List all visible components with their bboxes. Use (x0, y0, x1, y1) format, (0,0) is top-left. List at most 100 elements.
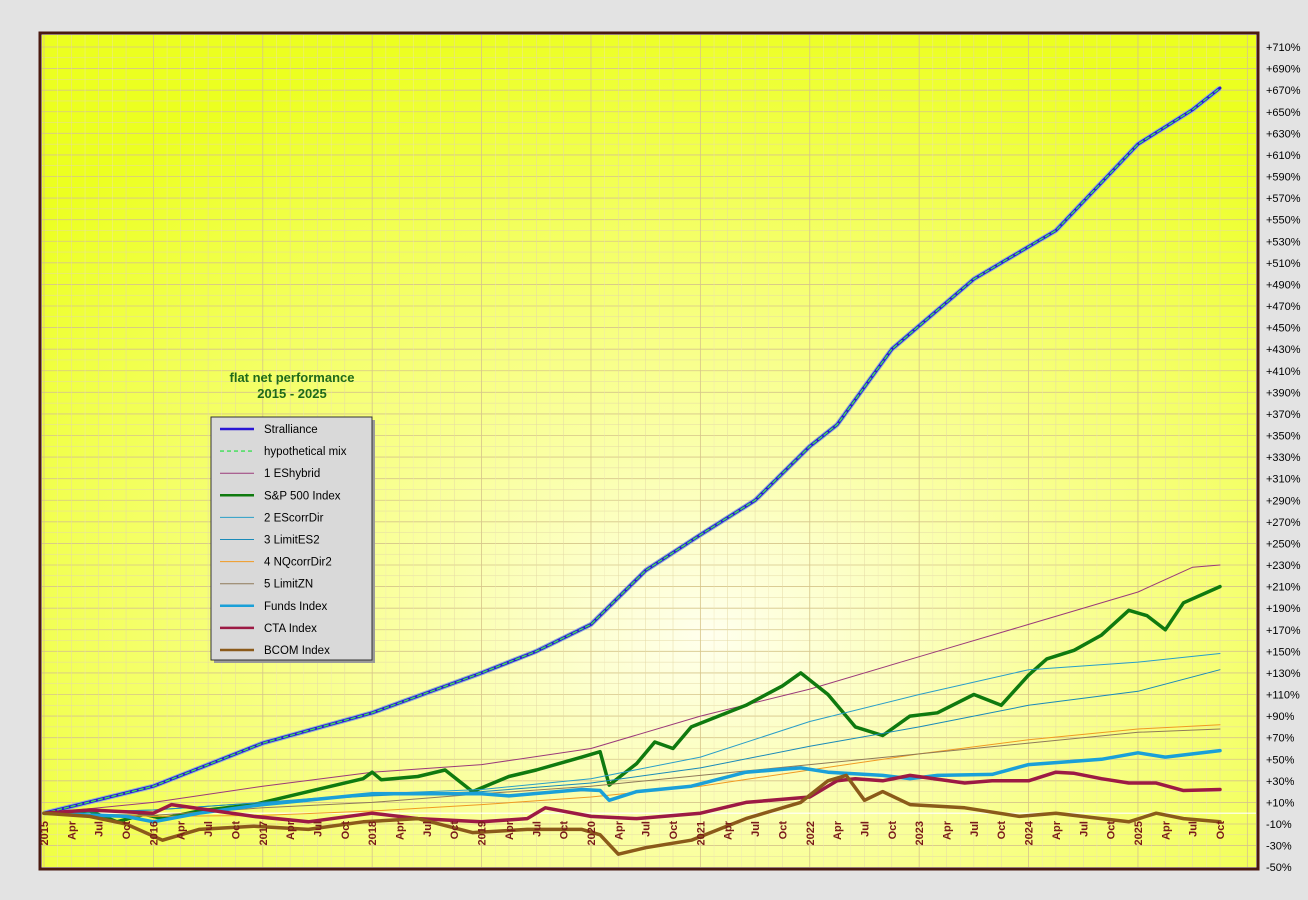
x-tick-label: Oct (449, 821, 461, 840)
y-tick-label: +250% (1266, 538, 1301, 550)
y-tick-label: +110% (1266, 690, 1300, 702)
legend-label: 1 EShybrid (264, 468, 320, 480)
x-tick-label: 2016 (148, 821, 160, 845)
y-tick-label: +650% (1266, 107, 1301, 119)
x-tick-label: Apr (942, 820, 954, 840)
x-tick-label: Jul (531, 821, 543, 837)
x-tick-label: 2022 (805, 821, 817, 845)
legend-label: 5 LimitZN (264, 579, 313, 591)
y-tick-label: +590% (1266, 172, 1301, 184)
series-line-s-p-500-index (42, 584, 1222, 824)
x-tick-label: Apr (832, 820, 844, 840)
y-tick-label: +490% (1266, 279, 1301, 291)
x-tick-label: 2021 (695, 821, 707, 845)
legend-label: 2 EScorrDir (264, 512, 324, 524)
x-tick-label: Jul (860, 821, 872, 837)
x-tick-label: Oct (996, 821, 1008, 840)
x-tick-label: Jul (750, 821, 762, 837)
x-tick-label: 2023 (914, 821, 926, 845)
x-tick-label: Apr (176, 820, 188, 840)
x-tick-label: Jul (1188, 821, 1200, 837)
x-tick-label: Oct (777, 821, 789, 840)
series-line-bcom-index (42, 773, 1222, 856)
legend-box (210, 416, 373, 661)
y-tick-label: +150% (1266, 646, 1301, 658)
y-tick-label: +530% (1266, 236, 1301, 248)
y-tick-label: +630% (1266, 128, 1301, 140)
y-tick-label: +690% (1266, 64, 1301, 76)
y-tick-label: +10% (1266, 797, 1295, 809)
x-tick-label: Apr (395, 820, 407, 840)
legend-label: 3 LimitES2 (264, 535, 320, 547)
x-tick-label: Oct (1106, 821, 1118, 840)
x-tick-label: 2025 (1133, 821, 1145, 845)
legend-label: hypothetical mix (264, 446, 347, 458)
x-tick-label: Oct (668, 821, 680, 840)
x-tick-label: Oct (559, 821, 571, 840)
series-line-cta-index (42, 770, 1222, 824)
x-tick-label: Apr (504, 820, 516, 840)
y-tick-label: +610% (1266, 150, 1301, 162)
y-tick-label: +370% (1266, 409, 1301, 421)
x-tick-label: Oct (887, 821, 899, 840)
x-tick-label: Apr (285, 820, 297, 840)
x-tick-label: Jul (1078, 821, 1090, 837)
x-tick-label: 2015 (39, 821, 51, 845)
x-tick-label: 2019 (477, 821, 489, 845)
y-tick-label: +450% (1266, 323, 1301, 335)
x-tick-label: Jul (203, 821, 215, 837)
x-tick-label: 2018 (367, 821, 379, 845)
legend: Stralliance hypothetical mix 1 EShybrid S&P… (210, 416, 375, 663)
y-tick-label: +330% (1266, 452, 1301, 464)
series-line-3-limites2 (43, 669, 1221, 814)
y-tick-label: +350% (1266, 431, 1301, 443)
y-tick-label: +570% (1266, 193, 1301, 205)
y-tick-label: -30% (1266, 841, 1292, 853)
y-tick-label: +170% (1266, 625, 1301, 637)
y-tick-label: +390% (1266, 387, 1301, 399)
y-tick-label: +130% (1266, 668, 1301, 680)
x-tick-label: Oct (230, 821, 242, 840)
x-tick-label: Oct (1215, 821, 1227, 840)
legend-label: Funds Index (264, 601, 328, 613)
chart-subtitle: 2015 - 2025 (257, 386, 326, 401)
y-tick-label: +70% (1266, 733, 1295, 745)
y-tick-label: +230% (1266, 560, 1301, 572)
x-tick-label: Apr (1051, 820, 1063, 840)
series-line-funds-index (42, 748, 1222, 824)
x-tick-label: Oct (340, 821, 352, 840)
series-line-1-eshybrid (43, 564, 1221, 814)
y-tick-label: +190% (1266, 603, 1301, 615)
x-tick-label: Oct (121, 821, 133, 840)
legend-label: S&P 500 Index (264, 490, 341, 502)
x-tick-label: 2024 (1024, 820, 1036, 845)
y-tick-label: +430% (1266, 344, 1301, 356)
x-tick-label: Apr (66, 820, 78, 840)
x-tick-label: Jul (969, 821, 981, 837)
y-tick-label: +270% (1266, 517, 1301, 529)
x-tick-label: 2020 (586, 821, 598, 845)
y-tick-label: +90% (1266, 711, 1295, 723)
x-tick-label: Jul (422, 821, 434, 837)
y-tick-label: +550% (1266, 215, 1301, 227)
series-line-hypothetical-mix (43, 87, 1221, 814)
x-tick-label: Apr (723, 820, 735, 840)
legend-label: BCOM Index (264, 645, 330, 657)
y-tick-label: +670% (1266, 85, 1301, 97)
y-tick-label: +290% (1266, 495, 1301, 507)
y-tick-label: +30% (1266, 776, 1295, 788)
legend-label: Stralliance (264, 424, 318, 436)
y-tick-label: +50% (1266, 754, 1295, 766)
legend-label: CTA Index (264, 623, 317, 635)
y-tick-label: +410% (1266, 366, 1301, 378)
y-tick-label: +710% (1266, 42, 1301, 54)
chart-title: flat net performance (230, 370, 355, 385)
y-tick-label: +310% (1266, 474, 1301, 486)
series-line-5-limitzn (43, 728, 1221, 816)
plot-frame (38, 31, 1260, 871)
legend-label: 4 NQcorrDir2 (264, 557, 332, 569)
x-tick-label: Jul (94, 821, 106, 837)
x-tick-label: 2017 (258, 821, 270, 845)
y-tick-label: -50% (1266, 862, 1292, 874)
